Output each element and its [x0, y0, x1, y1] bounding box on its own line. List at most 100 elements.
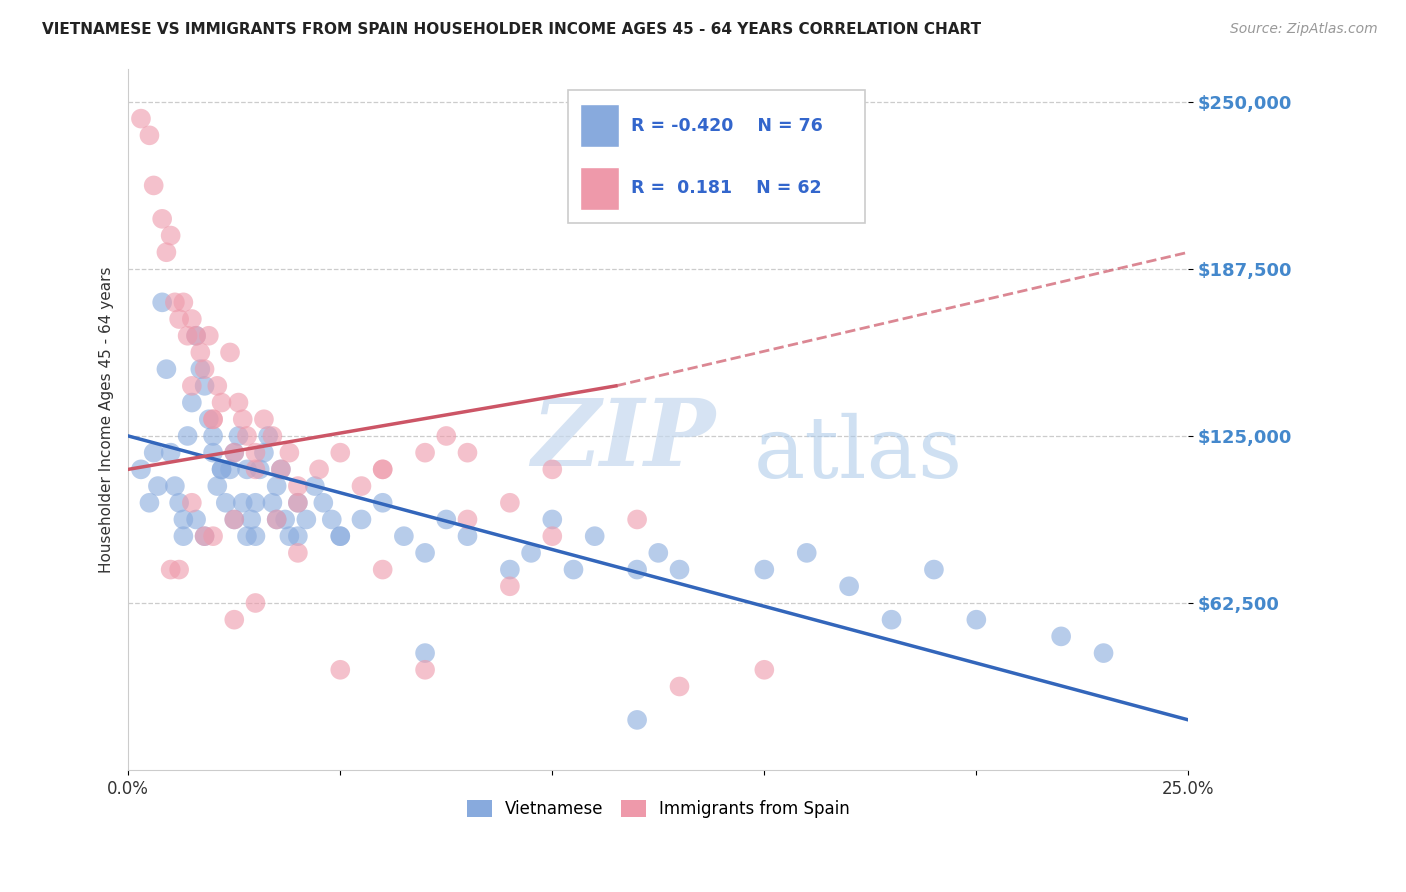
Point	[329, 663, 352, 677]
Point	[228, 429, 250, 443]
Point	[188, 362, 211, 376]
Point	[499, 579, 522, 593]
Point	[350, 479, 373, 493]
Point	[270, 462, 292, 476]
Point	[754, 663, 776, 677]
Point	[312, 496, 335, 510]
Text: Source: ZipAtlas.com: Source: ZipAtlas.com	[1230, 22, 1378, 37]
Point	[219, 462, 242, 476]
Point	[219, 345, 242, 359]
Point	[253, 445, 276, 459]
Point	[308, 462, 330, 476]
Point	[129, 462, 152, 476]
Point	[184, 512, 207, 526]
Point	[371, 563, 394, 577]
Point	[155, 362, 177, 376]
Point	[1050, 629, 1073, 643]
Point	[224, 512, 246, 526]
Point	[541, 462, 564, 476]
Point	[413, 445, 436, 459]
Point	[754, 563, 776, 577]
Point	[198, 328, 221, 343]
Point	[202, 429, 225, 443]
Point	[287, 496, 309, 510]
Point	[562, 563, 585, 577]
Point	[371, 462, 394, 476]
Point	[180, 312, 202, 326]
Point	[159, 228, 181, 243]
Point	[796, 546, 818, 560]
Point	[350, 512, 373, 526]
Point	[194, 379, 217, 393]
Point	[207, 379, 229, 393]
Point	[456, 529, 478, 543]
Point	[211, 462, 233, 476]
Point	[146, 479, 169, 493]
Point	[194, 529, 217, 543]
Point	[583, 529, 606, 543]
Point	[626, 512, 648, 526]
Point	[413, 646, 436, 660]
Point	[172, 295, 194, 310]
Point	[129, 112, 152, 126]
Point	[202, 445, 225, 459]
Point	[167, 312, 190, 326]
Point	[194, 529, 217, 543]
Point	[150, 211, 173, 226]
Point	[224, 445, 246, 459]
Point	[159, 445, 181, 459]
Point	[184, 328, 207, 343]
Point	[155, 245, 177, 260]
Point	[626, 563, 648, 577]
Point	[142, 445, 165, 459]
Point	[329, 445, 352, 459]
Point	[257, 429, 280, 443]
Point	[202, 412, 225, 426]
Point	[167, 496, 190, 510]
Point	[287, 529, 309, 543]
Point	[202, 412, 225, 426]
Point	[180, 496, 202, 510]
Point	[880, 613, 903, 627]
Point	[434, 512, 457, 526]
Point	[249, 462, 271, 476]
Point	[184, 328, 207, 343]
Point	[224, 445, 246, 459]
Point	[541, 529, 564, 543]
Point	[262, 429, 284, 443]
Point	[329, 529, 352, 543]
Point	[180, 379, 202, 393]
Point	[215, 496, 238, 510]
Point	[434, 429, 457, 443]
Point	[278, 529, 301, 543]
Point	[207, 479, 229, 493]
Point	[274, 512, 297, 526]
Point	[456, 445, 478, 459]
Legend: Vietnamese, Immigrants from Spain: Vietnamese, Immigrants from Spain	[460, 793, 856, 825]
Point	[142, 178, 165, 193]
Point	[456, 512, 478, 526]
Point	[180, 395, 202, 409]
Point	[626, 713, 648, 727]
Point	[211, 462, 233, 476]
Point	[138, 496, 160, 510]
Point	[245, 529, 267, 543]
Point	[541, 512, 564, 526]
Point	[188, 345, 211, 359]
Point	[224, 613, 246, 627]
Point	[159, 563, 181, 577]
Point	[287, 496, 309, 510]
Point	[236, 529, 259, 543]
Point	[138, 128, 160, 143]
Point	[371, 496, 394, 510]
Text: VIETNAMESE VS IMMIGRANTS FROM SPAIN HOUSEHOLDER INCOME AGES 45 - 64 YEARS CORREL: VIETNAMESE VS IMMIGRANTS FROM SPAIN HOUS…	[42, 22, 981, 37]
Point	[202, 529, 225, 543]
Point	[253, 412, 276, 426]
Point	[392, 529, 415, 543]
Point	[240, 512, 263, 526]
Point	[176, 328, 198, 343]
Point	[172, 512, 194, 526]
Point	[176, 429, 198, 443]
Point	[232, 496, 254, 510]
Point	[167, 563, 190, 577]
